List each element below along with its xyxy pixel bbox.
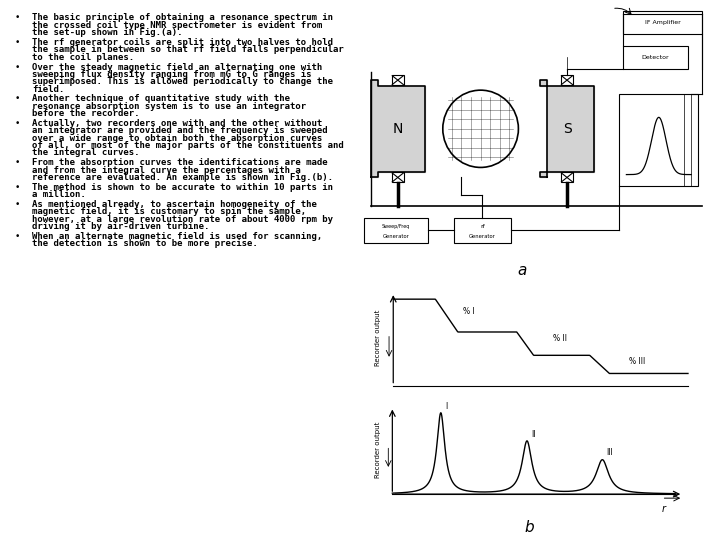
Text: the set-up shown in Fig.(a).: the set-up shown in Fig.(a).	[32, 28, 183, 37]
Bar	[619, 94, 698, 186]
Text: •: •	[14, 63, 19, 72]
Text: the integral curves.: the integral curves.	[32, 148, 140, 157]
Bar	[561, 75, 573, 85]
Text: over a wide range to obtain both the absorption curves: over a wide range to obtain both the abs…	[32, 133, 323, 143]
Text: The basic principle of obtaining a resonance spectrum in: The basic principle of obtaining a reson…	[32, 14, 333, 23]
Text: •: •	[14, 183, 19, 192]
Text: N: N	[392, 122, 403, 136]
Bar	[561, 172, 573, 183]
Bar	[454, 218, 511, 243]
Text: the sample in between so that rf field falls perpendicular: the sample in between so that rf field f…	[32, 45, 344, 55]
Text: a: a	[517, 262, 527, 278]
Text: II: II	[531, 430, 536, 439]
Text: the crossed coil type NMR spectrometer is evident from: the crossed coil type NMR spectrometer i…	[32, 21, 323, 30]
Text: Detector: Detector	[642, 55, 669, 60]
Text: driving it by air-driven turbine.: driving it by air-driven turbine.	[32, 222, 210, 231]
Text: r: r	[662, 504, 665, 514]
Text: an integrator are provided and the frequency is sweeped: an integrator are provided and the frequ…	[32, 126, 328, 136]
Text: •: •	[14, 119, 19, 128]
Text: Actually, two recorders one with and the other without: Actually, two recorders one with and the…	[32, 119, 323, 128]
Text: % III: % III	[629, 357, 645, 366]
Text: Recorder output: Recorder output	[374, 421, 381, 478]
Text: Another technique of quantitative study with the: Another technique of quantitative study …	[32, 94, 290, 104]
Text: •: •	[14, 14, 19, 23]
Text: Generator: Generator	[469, 234, 496, 239]
Text: b: b	[524, 519, 534, 535]
Text: •: •	[14, 94, 19, 104]
Text: The method is shown to be accurate to within 10 parts in: The method is shown to be accurate to wi…	[32, 183, 333, 192]
Text: The rf generator coils are split into two halves to hold: The rf generator coils are split into tw…	[32, 38, 333, 47]
Text: Generator: Generator	[382, 234, 410, 239]
Text: III: III	[606, 448, 613, 457]
Bar	[392, 75, 404, 85]
Ellipse shape	[443, 90, 518, 167]
Text: before the recorder.: before the recorder.	[32, 109, 140, 118]
Text: IF Amplifier: IF Amplifier	[644, 21, 680, 25]
Text: Recorder output: Recorder output	[375, 310, 381, 366]
Text: reference are evaluated. An example is shown in Fig.(b).: reference are evaluated. An example is s…	[32, 173, 333, 182]
Text: however, at a large revolution rate of about 4000 rpm by: however, at a large revolution rate of a…	[32, 214, 333, 224]
Text: field.: field.	[32, 84, 65, 93]
Text: S: S	[562, 122, 572, 136]
Text: •: •	[14, 158, 19, 167]
Bar	[623, 11, 702, 35]
Text: •: •	[14, 200, 19, 209]
Bar	[364, 218, 428, 243]
Text: As mentioned already, to ascertain homogeneity of the: As mentioned already, to ascertain homog…	[32, 200, 318, 209]
Text: the detection is shown to be more precise.: the detection is shown to be more precis…	[32, 239, 258, 248]
Bar	[392, 172, 404, 183]
Polygon shape	[371, 80, 425, 178]
Text: rf: rf	[480, 224, 485, 228]
Text: of all, or most of the major parts of the constituents and: of all, or most of the major parts of th…	[32, 141, 344, 150]
Bar	[623, 46, 688, 69]
Text: From the absorption curves the identifications are made: From the absorption curves the identific…	[32, 158, 328, 167]
Text: sweeping flux density ranging from mG to G ranges is: sweeping flux density ranging from mG to…	[32, 70, 312, 79]
Text: •: •	[14, 232, 19, 241]
Polygon shape	[540, 80, 594, 178]
Text: % II: % II	[553, 334, 567, 342]
Text: magnetic field, it is customary to spin the sample,: magnetic field, it is customary to spin …	[32, 207, 307, 217]
Text: Sweep/Freq: Sweep/Freq	[382, 224, 410, 228]
Text: to the coil planes.: to the coil planes.	[32, 52, 135, 62]
Text: •: •	[14, 38, 19, 47]
Text: % I: % I	[464, 307, 475, 316]
Text: resonance absorption system is to use an integrator: resonance absorption system is to use an…	[32, 102, 307, 111]
Text: When an alternate magnetic field is used for scanning,: When an alternate magnetic field is used…	[32, 232, 323, 241]
Text: I: I	[445, 402, 447, 411]
Text: Over the steady magnetic field an alternating one with: Over the steady magnetic field an altern…	[32, 63, 323, 72]
Text: superimposed. This is allowed periodically to change the: superimposed. This is allowed periodical…	[32, 77, 333, 86]
Text: and from the integral curve the percentages with a: and from the integral curve the percenta…	[32, 165, 301, 174]
Text: a million.: a million.	[32, 190, 86, 199]
